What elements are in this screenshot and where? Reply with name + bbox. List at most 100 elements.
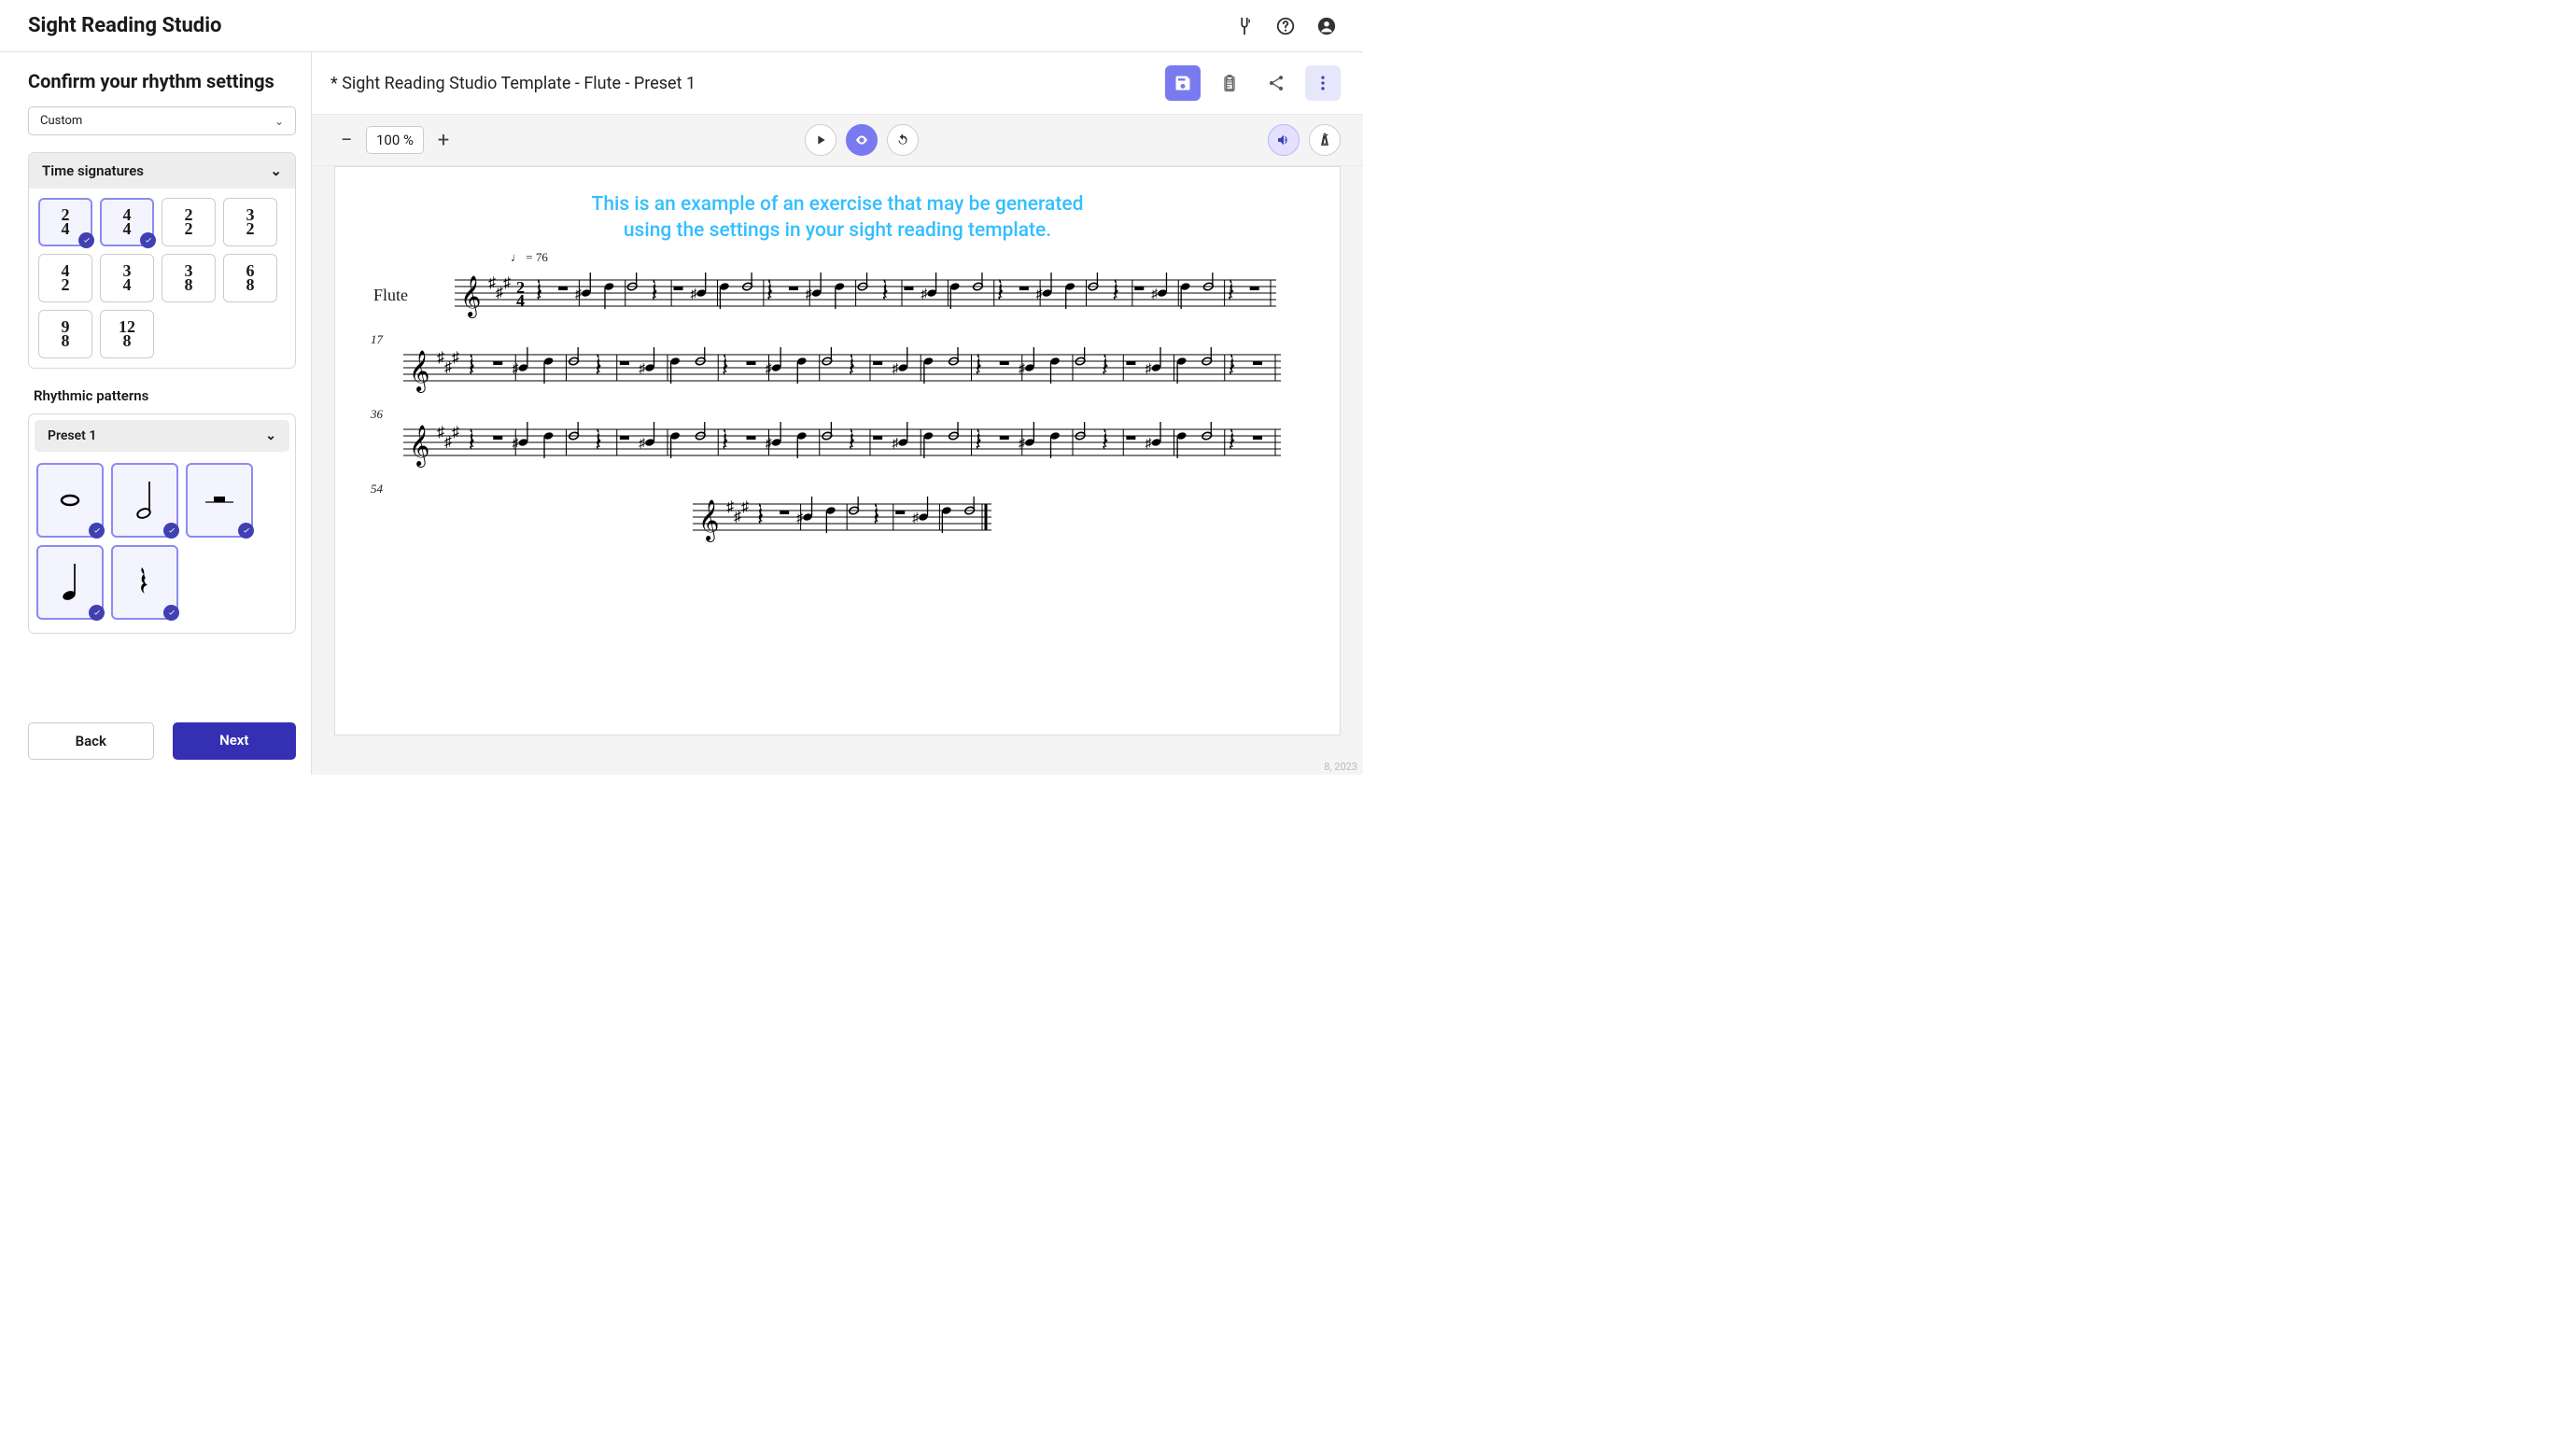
svg-text:♯: ♯ bbox=[912, 511, 920, 525]
svg-text:♯: ♯ bbox=[892, 362, 899, 376]
svg-text:♯: ♯ bbox=[639, 362, 646, 376]
playback-controls bbox=[805, 124, 919, 156]
rhythm-tile-quarter[interactable] bbox=[36, 545, 104, 620]
save-button[interactable] bbox=[1165, 65, 1201, 101]
svg-text:𝄞: 𝄞 bbox=[409, 426, 429, 468]
svg-text:4: 4 bbox=[516, 291, 525, 310]
svg-text:♯: ♯ bbox=[452, 425, 459, 441]
time-sig-tile-4-4[interactable]: 44 bbox=[100, 198, 154, 246]
account-icon[interactable] bbox=[1316, 16, 1337, 36]
zoom-controls: − 100 % + bbox=[334, 126, 456, 154]
metronome-button[interactable] bbox=[1309, 124, 1341, 156]
regenerate-button[interactable] bbox=[887, 124, 919, 156]
svg-text:𝄽: 𝄽 bbox=[722, 360, 727, 381]
time-signatures-grid: 24442232 42343868 98128 bbox=[38, 198, 286, 358]
check-icon bbox=[163, 523, 179, 539]
check-icon bbox=[89, 605, 105, 621]
svg-text:♯: ♯ bbox=[496, 285, 503, 301]
svg-text:♯: ♯ bbox=[444, 359, 452, 375]
zoom-in-button[interactable]: + bbox=[431, 128, 456, 152]
svg-text:𝄞: 𝄞 bbox=[409, 351, 429, 393]
check-icon bbox=[89, 523, 105, 539]
rhythm-tile-quarter-rest[interactable] bbox=[111, 545, 178, 620]
preview-button[interactable] bbox=[846, 124, 878, 156]
time-signatures-header[interactable]: Time signatures ⌄ bbox=[29, 153, 295, 189]
rhythm-preset-header[interactable]: Preset 1 ⌄ bbox=[35, 420, 289, 452]
footer-stamp: 8, 2023 bbox=[1324, 761, 1357, 773]
svg-text:𝄽: 𝄽 bbox=[882, 286, 888, 306]
svg-text:♯: ♯ bbox=[503, 275, 511, 291]
svg-text:♯: ♯ bbox=[690, 287, 697, 301]
svg-text:♯: ♯ bbox=[452, 350, 459, 366]
measure-number: 17 bbox=[371, 332, 383, 347]
chevron-down-icon: ⌄ bbox=[274, 115, 284, 128]
svg-text:𝄽: 𝄽 bbox=[469, 360, 474, 381]
check-icon bbox=[78, 232, 94, 248]
svg-text:♯: ♯ bbox=[1145, 437, 1153, 451]
time-sig-tile-12-8[interactable]: 128 bbox=[100, 310, 154, 358]
time-sig-tile-3-2[interactable]: 32 bbox=[223, 198, 277, 246]
sound-button[interactable] bbox=[1268, 124, 1300, 156]
measure-number: 36 bbox=[371, 407, 383, 422]
time-sig-tile-9-8[interactable]: 98 bbox=[38, 310, 92, 358]
svg-text:♯: ♯ bbox=[741, 499, 749, 515]
rhythm-tile-half-rest[interactable] bbox=[186, 463, 253, 538]
rhythmic-patterns-section: Rhythmic patterns Preset 1 ⌄ bbox=[28, 385, 296, 651]
svg-text:𝄽: 𝄽 bbox=[766, 286, 772, 306]
sheet-area[interactable]: This is an example of an exercise that m… bbox=[312, 166, 1363, 775]
svg-text:♯: ♯ bbox=[1036, 287, 1044, 301]
staff-row-1: ♩ = 76Flute𝄞♯♯♯24𝄽♯𝄽♯𝄽♯𝄽♯𝄽♯𝄽♯𝄽 bbox=[361, 273, 1314, 319]
measure-number: 54 bbox=[371, 482, 383, 497]
rhythm-tile-whole[interactable] bbox=[36, 463, 104, 538]
time-sig-tile-3-4[interactable]: 34 bbox=[100, 254, 154, 302]
svg-text:𝄽: 𝄽 bbox=[849, 435, 854, 455]
chevron-down-icon: ⌄ bbox=[270, 162, 282, 179]
svg-text:♯: ♯ bbox=[1145, 362, 1153, 376]
document-title: * Sight Reading Studio Template - Flute … bbox=[330, 74, 696, 93]
svg-text:𝄞: 𝄞 bbox=[698, 500, 719, 542]
svg-text:𝄽: 𝄽 bbox=[757, 510, 763, 530]
topbar-icons bbox=[1234, 16, 1337, 36]
help-icon[interactable] bbox=[1275, 16, 1296, 36]
time-signatures-label: Time signatures bbox=[42, 162, 144, 179]
more-menu-button[interactable] bbox=[1305, 65, 1341, 101]
main-area: * Sight Reading Studio Template - Flute … bbox=[312, 52, 1363, 775]
next-button[interactable]: Next bbox=[173, 722, 297, 760]
svg-text:𝄽: 𝄽 bbox=[1102, 360, 1107, 381]
time-sig-tile-3-8[interactable]: 38 bbox=[162, 254, 216, 302]
svg-text:♯: ♯ bbox=[444, 434, 452, 450]
right-controls bbox=[1268, 124, 1341, 156]
music-sheet: This is an example of an exercise that m… bbox=[334, 166, 1341, 735]
tempo-marking: ♩ = 76 bbox=[511, 250, 548, 265]
time-sig-tile-4-2[interactable]: 42 bbox=[38, 254, 92, 302]
svg-text:𝄽: 𝄽 bbox=[997, 286, 1003, 306]
svg-text:𝄽: 𝄽 bbox=[469, 435, 474, 455]
zoom-out-button[interactable]: − bbox=[334, 128, 358, 152]
staff-row-3: 36𝄞♯♯♯𝄽♯𝄽♯𝄽♯𝄽♯𝄽♯𝄽♯𝄽 bbox=[361, 422, 1314, 469]
time-sig-tile-6-8[interactable]: 68 bbox=[223, 254, 277, 302]
zoom-value[interactable]: 100 % bbox=[366, 126, 424, 154]
sidebar-footer: Back Next bbox=[28, 709, 296, 760]
check-icon bbox=[163, 605, 179, 621]
play-button[interactable] bbox=[805, 124, 836, 156]
clipboard-button[interactable] bbox=[1212, 65, 1247, 101]
svg-text:♯: ♯ bbox=[488, 275, 496, 291]
preset-select[interactable]: Custom ⌄ bbox=[28, 106, 296, 135]
svg-text:𝄽: 𝄽 bbox=[873, 510, 878, 530]
topbar: Sight Reading Studio bbox=[0, 0, 1363, 52]
check-icon bbox=[140, 232, 156, 248]
rhythm-tile-half[interactable] bbox=[111, 463, 178, 538]
svg-text:♯: ♯ bbox=[734, 509, 741, 525]
sidebar: Confirm your rhythm settings Custom ⌄ Ti… bbox=[0, 52, 312, 775]
share-button[interactable] bbox=[1258, 65, 1294, 101]
sidebar-heading: Confirm your rhythm settings bbox=[28, 69, 296, 93]
staff-row-4: 54𝄞♯♯♯𝄽♯𝄽♯ bbox=[361, 497, 1314, 543]
back-button[interactable]: Back bbox=[28, 722, 154, 760]
svg-text:♯: ♯ bbox=[921, 287, 928, 301]
rhythm-tiles-grid bbox=[29, 457, 295, 629]
tuning-fork-icon[interactable] bbox=[1234, 16, 1255, 36]
svg-text:𝄽: 𝄽 bbox=[596, 435, 601, 455]
time-sig-tile-2-2[interactable]: 22 bbox=[162, 198, 216, 246]
time-sig-tile-2-4[interactable]: 24 bbox=[38, 198, 92, 246]
svg-text:♯: ♯ bbox=[806, 287, 813, 301]
